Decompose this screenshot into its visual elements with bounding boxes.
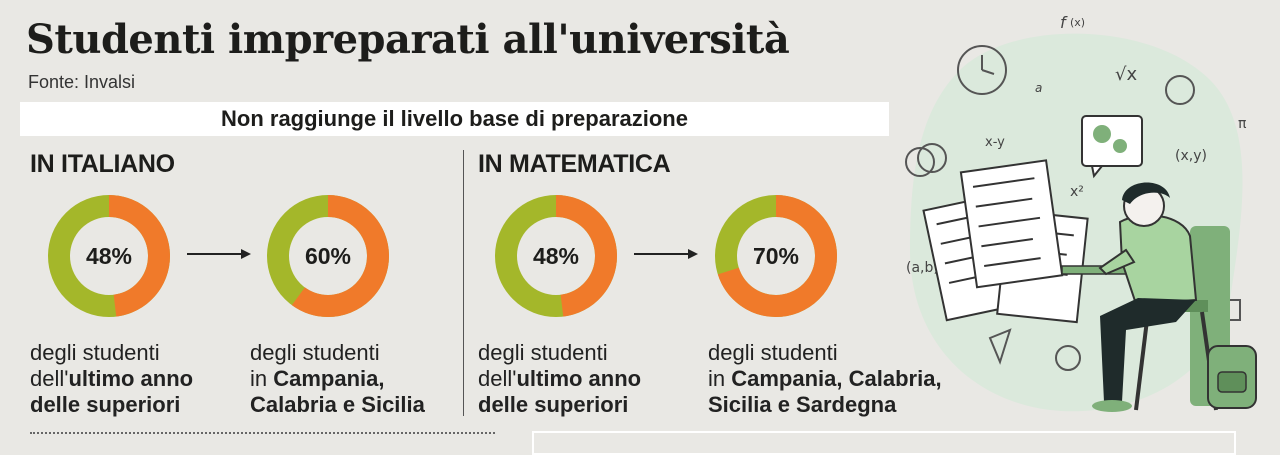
svg-text:(x,y): (x,y) <box>1175 148 1207 164</box>
donut-matematica-sud: 70% <box>714 194 838 318</box>
section-title-matematica: IN MATEMATICA <box>478 150 671 178</box>
page-title: Studenti impreparati all'università <box>26 16 790 63</box>
donut-italiano-ultimo-anno: 48% <box>47 194 171 318</box>
caption-italiano-sud: degli studenti in Campania, Calabria e S… <box>250 340 425 417</box>
svg-text:(x): (x) <box>1070 16 1085 29</box>
donut-italiano-sud: 60% <box>266 194 390 318</box>
arrow-right-icon <box>634 249 698 259</box>
donut-value-segment <box>495 195 617 317</box>
donut-value-segment <box>715 195 837 317</box>
student-illustration: f (x) a √x x-y x² (x,y) π (a,b) <box>905 13 1257 412</box>
arrow-right-icon <box>187 249 251 259</box>
donut-value-segment <box>48 195 170 317</box>
svg-text:(a,b): (a,b) <box>906 260 939 276</box>
donut-value-label: 60% <box>304 242 352 269</box>
donut-value-label: 48% <box>532 242 580 269</box>
svg-text:π: π <box>1238 116 1247 132</box>
section-divider <box>463 150 464 416</box>
source-note: Fonte: Invalsi <box>28 72 136 92</box>
caption-matematica-sud: degli studenti in Campania, Calabria, Si… <box>708 340 942 417</box>
donut-value-segment <box>267 195 389 317</box>
donut-value-label: 48% <box>85 242 133 269</box>
dotted-separator <box>30 432 495 434</box>
donut-value-label: 70% <box>752 242 800 269</box>
svg-text:x²: x² <box>1070 184 1084 200</box>
svg-text:x-y: x-y <box>985 135 1005 150</box>
caption-italiano-ultimo-anno: degli studenti dell'ultimo anno delle su… <box>30 340 194 417</box>
svg-text:a: a <box>1035 81 1042 95</box>
svg-text:√x: √x <box>1115 64 1137 85</box>
banner: Non raggiunge il livello base di prepara… <box>20 102 889 136</box>
svg-text:f: f <box>1060 13 1068 32</box>
donut-matematica-ultimo-anno: 48% <box>494 194 618 318</box>
section-title-italiano: IN ITALIANO <box>30 150 175 178</box>
caption-matematica-ultimo-anno: degli studenti dell'ultimo anno delle su… <box>478 340 642 417</box>
